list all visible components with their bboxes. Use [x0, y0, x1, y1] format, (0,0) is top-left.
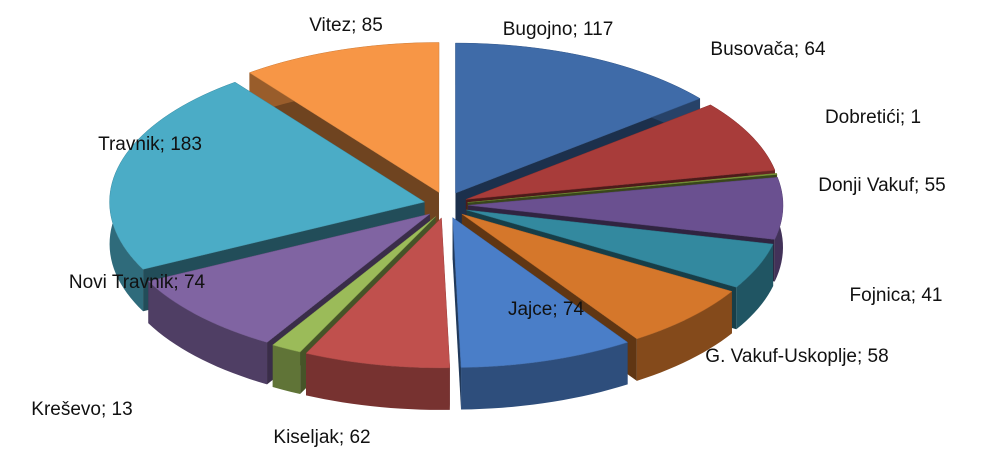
slice [455, 42, 701, 194]
data-label: Kiseljak; 62 [273, 427, 371, 449]
slice [147, 213, 431, 343]
slice [466, 209, 774, 288]
slice [109, 81, 426, 270]
slice [467, 176, 784, 240]
data-label: Vitez; 85 [309, 15, 383, 37]
slice-wall [636, 291, 732, 381]
slice [452, 217, 629, 368]
slice-wall [461, 342, 628, 410]
data-label: Novi Travnik; 74 [68, 272, 206, 294]
data-label: Kreševo; 13 [31, 399, 133, 421]
slice-wall [736, 244, 774, 330]
slice-wall [272, 345, 301, 395]
data-label: Bugojno; 117 [502, 19, 614, 41]
slice [248, 42, 440, 193]
slice-wall [148, 281, 268, 385]
slice-side [272, 216, 436, 388]
slice [465, 104, 776, 200]
slice [461, 213, 733, 340]
data-label: Travnik; 183 [98, 134, 202, 156]
slice [272, 216, 436, 353]
data-label: G. Vakuf-Uskoplje; 58 [705, 346, 889, 368]
slice [305, 217, 451, 369]
data-label: Dobretići; 1 [824, 107, 922, 129]
data-label: Jajce; 74 [507, 299, 585, 321]
data-label: Busovača; 64 [710, 39, 826, 61]
slice-side [452, 217, 462, 410]
data-label: Donji Vakuf; 55 [818, 175, 946, 197]
slice [467, 173, 778, 203]
data-label: Fojnica; 41 [849, 285, 943, 307]
